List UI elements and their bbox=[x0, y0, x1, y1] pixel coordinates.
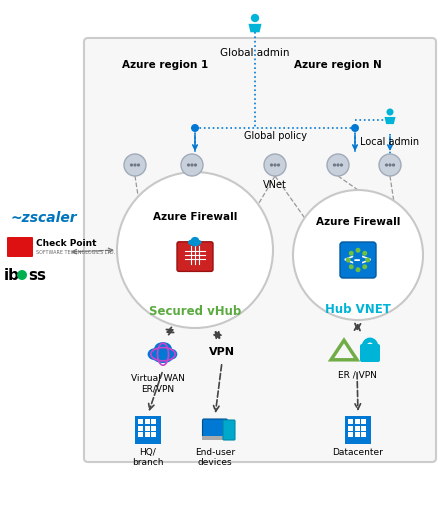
FancyBboxPatch shape bbox=[138, 419, 143, 424]
Circle shape bbox=[191, 163, 194, 167]
FancyBboxPatch shape bbox=[340, 242, 376, 278]
Circle shape bbox=[362, 264, 367, 269]
FancyBboxPatch shape bbox=[151, 425, 156, 430]
Circle shape bbox=[349, 264, 354, 269]
FancyBboxPatch shape bbox=[135, 416, 161, 444]
Circle shape bbox=[274, 163, 277, 167]
Circle shape bbox=[386, 108, 393, 116]
Circle shape bbox=[333, 163, 336, 167]
FancyBboxPatch shape bbox=[354, 425, 359, 430]
FancyBboxPatch shape bbox=[361, 432, 366, 437]
FancyBboxPatch shape bbox=[223, 420, 235, 440]
Text: Virtual WAN
ER/VPN: Virtual WAN ER/VPN bbox=[131, 374, 185, 393]
Text: Azure Firewall: Azure Firewall bbox=[316, 217, 400, 227]
FancyBboxPatch shape bbox=[151, 432, 156, 437]
Text: End-user
devices: End-user devices bbox=[195, 448, 235, 467]
Circle shape bbox=[362, 251, 367, 256]
FancyBboxPatch shape bbox=[202, 436, 228, 439]
FancyBboxPatch shape bbox=[361, 419, 366, 424]
FancyBboxPatch shape bbox=[84, 38, 436, 462]
Circle shape bbox=[191, 124, 199, 132]
Ellipse shape bbox=[164, 349, 177, 359]
Circle shape bbox=[124, 154, 146, 176]
Circle shape bbox=[264, 154, 286, 176]
FancyBboxPatch shape bbox=[360, 344, 380, 362]
Circle shape bbox=[392, 163, 395, 167]
Circle shape bbox=[251, 14, 259, 22]
Circle shape bbox=[137, 163, 140, 167]
FancyBboxPatch shape bbox=[145, 419, 149, 424]
FancyBboxPatch shape bbox=[354, 432, 359, 437]
Ellipse shape bbox=[188, 240, 195, 245]
Text: HQ/
branch: HQ/ branch bbox=[132, 448, 164, 467]
Circle shape bbox=[349, 251, 354, 256]
Text: VPN: VPN bbox=[209, 347, 235, 357]
Circle shape bbox=[270, 163, 273, 167]
Circle shape bbox=[133, 163, 137, 167]
Text: Global policy: Global policy bbox=[244, 131, 306, 141]
FancyBboxPatch shape bbox=[177, 242, 213, 271]
Circle shape bbox=[181, 154, 203, 176]
Text: VNet: VNet bbox=[263, 180, 287, 190]
Circle shape bbox=[327, 154, 349, 176]
FancyBboxPatch shape bbox=[361, 425, 366, 430]
Text: ~zscaler: ~zscaler bbox=[11, 211, 77, 225]
Circle shape bbox=[351, 124, 359, 132]
Text: Secured vHub: Secured vHub bbox=[149, 305, 241, 318]
Polygon shape bbox=[385, 117, 396, 124]
Ellipse shape bbox=[191, 237, 199, 243]
FancyBboxPatch shape bbox=[345, 416, 371, 444]
Ellipse shape bbox=[191, 241, 199, 247]
Text: Azure region N: Azure region N bbox=[294, 60, 382, 70]
Text: <–>: <–> bbox=[343, 253, 373, 267]
Circle shape bbox=[130, 163, 133, 167]
Circle shape bbox=[336, 163, 339, 167]
FancyBboxPatch shape bbox=[354, 419, 359, 424]
Text: ss: ss bbox=[28, 267, 46, 282]
Text: ER / VPN: ER / VPN bbox=[338, 370, 377, 379]
Text: Azure region 1: Azure region 1 bbox=[122, 60, 208, 70]
Circle shape bbox=[293, 190, 423, 320]
Ellipse shape bbox=[153, 352, 173, 363]
Polygon shape bbox=[248, 24, 262, 32]
FancyBboxPatch shape bbox=[348, 432, 353, 437]
Circle shape bbox=[187, 163, 190, 167]
Ellipse shape bbox=[195, 240, 202, 245]
Ellipse shape bbox=[148, 348, 163, 360]
Text: Datacenter: Datacenter bbox=[332, 448, 384, 457]
FancyBboxPatch shape bbox=[145, 425, 149, 430]
Circle shape bbox=[385, 163, 388, 167]
FancyBboxPatch shape bbox=[202, 419, 228, 437]
Circle shape bbox=[346, 257, 351, 263]
Text: Global admin: Global admin bbox=[220, 48, 290, 58]
Text: Hub VNET: Hub VNET bbox=[325, 303, 391, 316]
FancyBboxPatch shape bbox=[138, 432, 143, 437]
FancyBboxPatch shape bbox=[151, 419, 156, 424]
Text: Local admin: Local admin bbox=[360, 137, 419, 147]
FancyBboxPatch shape bbox=[7, 237, 33, 257]
Text: ib: ib bbox=[4, 267, 20, 282]
Circle shape bbox=[194, 163, 197, 167]
Circle shape bbox=[117, 172, 273, 328]
Circle shape bbox=[355, 267, 361, 272]
Circle shape bbox=[17, 270, 27, 280]
Text: Azure Firewall: Azure Firewall bbox=[153, 212, 237, 222]
Circle shape bbox=[340, 163, 343, 167]
Circle shape bbox=[277, 163, 280, 167]
FancyBboxPatch shape bbox=[138, 425, 143, 430]
Circle shape bbox=[389, 163, 392, 167]
FancyBboxPatch shape bbox=[348, 425, 353, 430]
Circle shape bbox=[365, 257, 370, 263]
Ellipse shape bbox=[154, 342, 172, 355]
FancyBboxPatch shape bbox=[348, 419, 353, 424]
Circle shape bbox=[355, 248, 361, 253]
FancyBboxPatch shape bbox=[145, 432, 149, 437]
Text: Check Point: Check Point bbox=[36, 239, 96, 249]
Text: SOFTWARE TECHNOLOGIES LTD.: SOFTWARE TECHNOLOGIES LTD. bbox=[36, 250, 115, 254]
Circle shape bbox=[379, 154, 401, 176]
